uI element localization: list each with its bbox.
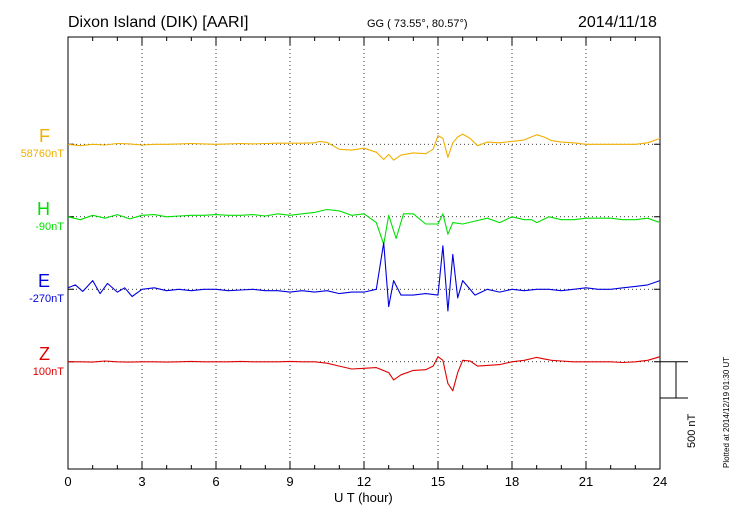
chart-title: Dixon Island (DIK) [AARI] (68, 14, 249, 31)
x-tick-label: 18 (505, 474, 519, 489)
x-tick-label: 3 (138, 474, 145, 489)
x-tick-label: 24 (653, 474, 667, 489)
series-baseline-H: -90nT (35, 220, 64, 233)
chart-date: 2014/11/18 (578, 14, 657, 31)
station-coordinates: GG ( 73.55°, 80.57°) (367, 18, 468, 30)
x-tick-label: 21 (579, 474, 593, 489)
series-name-F: F (39, 126, 50, 147)
series-name-E: E (37, 271, 50, 292)
scale-bar-label: 500 nT (686, 413, 698, 448)
series-baseline-F: 58760nT (20, 148, 64, 161)
series-line-E (67, 242, 661, 312)
series-line-F (67, 133, 661, 161)
x-tick-label: 6 (212, 474, 219, 489)
x-tick-label: 9 (286, 474, 293, 489)
x-tick-label: 15 (431, 474, 445, 489)
series-baseline-Z: 100nT (32, 365, 64, 378)
series-line-H (67, 208, 661, 245)
series-line-Z (68, 356, 661, 392)
series-name-H: H (37, 198, 50, 219)
series-baseline-E: -270nT (29, 293, 64, 306)
x-tick-label: 0 (64, 474, 71, 489)
x-axis-label: U T (hour) (334, 490, 393, 505)
x-tick-label: 12 (357, 474, 371, 489)
series-name-Z: Z (39, 343, 50, 364)
plotted-note: Plotted at 2014/12/19 01:30 UT (722, 356, 730, 468)
